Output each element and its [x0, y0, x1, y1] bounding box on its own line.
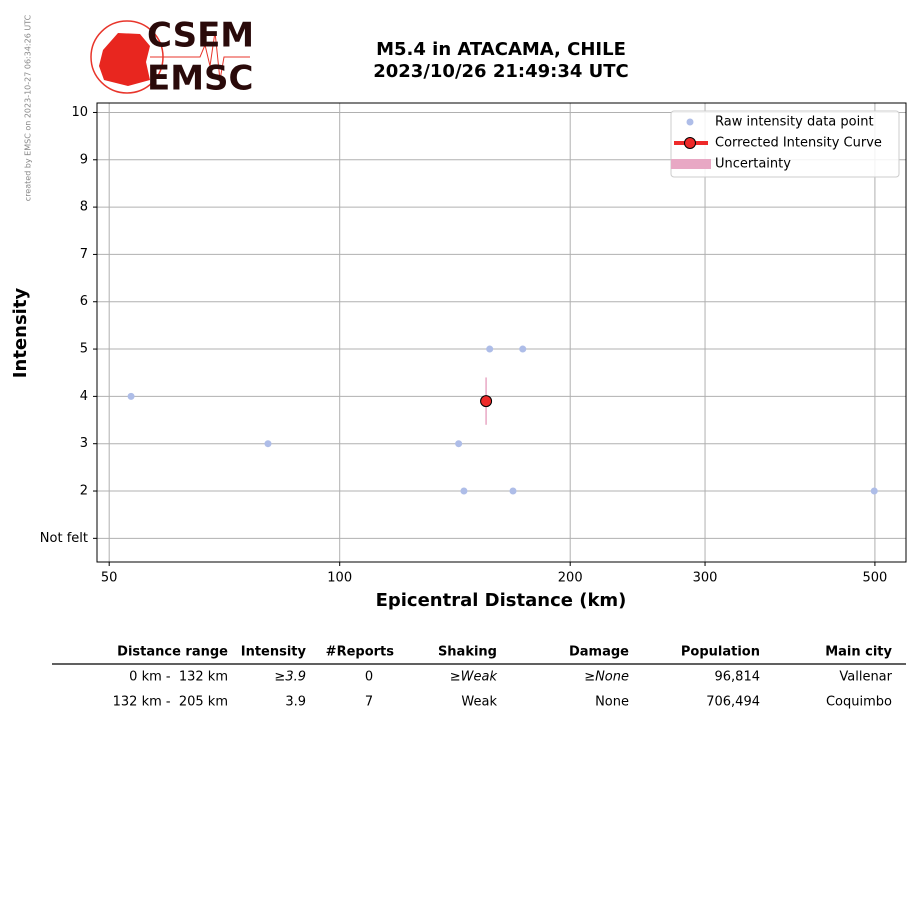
corrected-point — [480, 395, 493, 408]
plot-area: 50 100 200 300 500 Not felt 2 3 4 5 6 7 8 9 10 Raw inte… — [40, 102, 907, 586]
logo-top: CSEM — [147, 16, 254, 56]
data-point — [455, 440, 463, 448]
table-cell: 706,494 — [706, 695, 760, 710]
data-point — [509, 487, 517, 495]
legend-label: Corrected Intensity Curve — [715, 136, 882, 151]
y-tick-label: 3 — [80, 436, 88, 451]
legend-label: Raw intensity data point — [715, 115, 874, 130]
x-tick-label: 200 — [558, 571, 583, 586]
plot-frame — [96, 102, 907, 563]
table-cell: 132 km - 205 km — [113, 695, 228, 710]
table-cell: ≥3.9 — [274, 670, 306, 685]
legend-swatch — [671, 159, 711, 169]
table-cell: 0 km - 132 km — [129, 670, 228, 685]
table: Distance range Intensity #Reports Shaking Da… — [52, 645, 906, 710]
legend-swatch — [684, 137, 696, 149]
table-header: Intensity — [241, 645, 307, 660]
y-tick-label: 2 — [80, 484, 88, 499]
data-point — [870, 487, 878, 495]
legend-swatch — [686, 118, 694, 126]
table-cell: ≥Weak — [450, 670, 498, 685]
legend-box — [670, 110, 900, 178]
table-cell: 0 — [365, 670, 373, 685]
y-tick-label: 4 — [80, 389, 88, 404]
logo-map — [99, 33, 150, 86]
legend: Raw intensity data point Corrected Intens… — [670, 110, 900, 178]
data-point — [486, 345, 494, 353]
table-cell: None — [595, 695, 629, 710]
x-tick-label: 50 — [101, 571, 118, 586]
data-point — [264, 440, 272, 448]
table-header: Shaking — [438, 645, 497, 660]
y-tick-label: 8 — [80, 200, 88, 215]
table-header: Distance range — [117, 645, 228, 660]
logo-seismogram — [150, 31, 250, 81]
y-axis-label: Intensity — [10, 288, 31, 379]
table-header: Damage — [569, 645, 629, 660]
table-cell: 96,814 — [715, 670, 761, 685]
y-tick-label: Not felt — [40, 531, 88, 546]
table-cell: Vallenar — [839, 670, 892, 685]
table-cell: ≥None — [584, 670, 629, 685]
logo: CSEM EMSC — [90, 16, 254, 99]
data-point — [460, 487, 468, 495]
x-tick-label: 500 — [862, 571, 887, 586]
logo-bottom: EMSC — [147, 59, 254, 99]
x-tick-label: 100 — [327, 571, 352, 586]
y-tick-label: 7 — [80, 247, 88, 262]
table-header: Main city — [825, 645, 892, 660]
x-axis-label: Epicentral Distance (km) — [376, 590, 627, 611]
table-cell: Coquimbo — [826, 695, 892, 710]
table-cell: 7 — [365, 695, 373, 710]
credit: created by EMSC on 2023-10-27 06:34:26 U… — [24, 14, 33, 201]
data-point — [519, 345, 527, 353]
table-cell: Weak — [461, 695, 497, 710]
table-cell: 3.9 — [285, 695, 306, 710]
legend-label: Uncertainty — [715, 157, 791, 172]
y-tick-label: 6 — [80, 294, 88, 309]
y-tick-label: 9 — [80, 152, 88, 167]
table-header: Population — [681, 645, 760, 660]
y-tick-label: 10 — [71, 105, 88, 120]
table-header: #Reports — [326, 645, 395, 660]
data-point — [127, 392, 135, 400]
x-tick-label: 300 — [693, 571, 718, 586]
y-tick-label: 5 — [80, 342, 88, 357]
chart-title: M5.4 in ATACAMA, CHILE — [376, 39, 626, 60]
chart-subtitle: 2023/10/26 21:49:34 UTC — [373, 61, 629, 82]
